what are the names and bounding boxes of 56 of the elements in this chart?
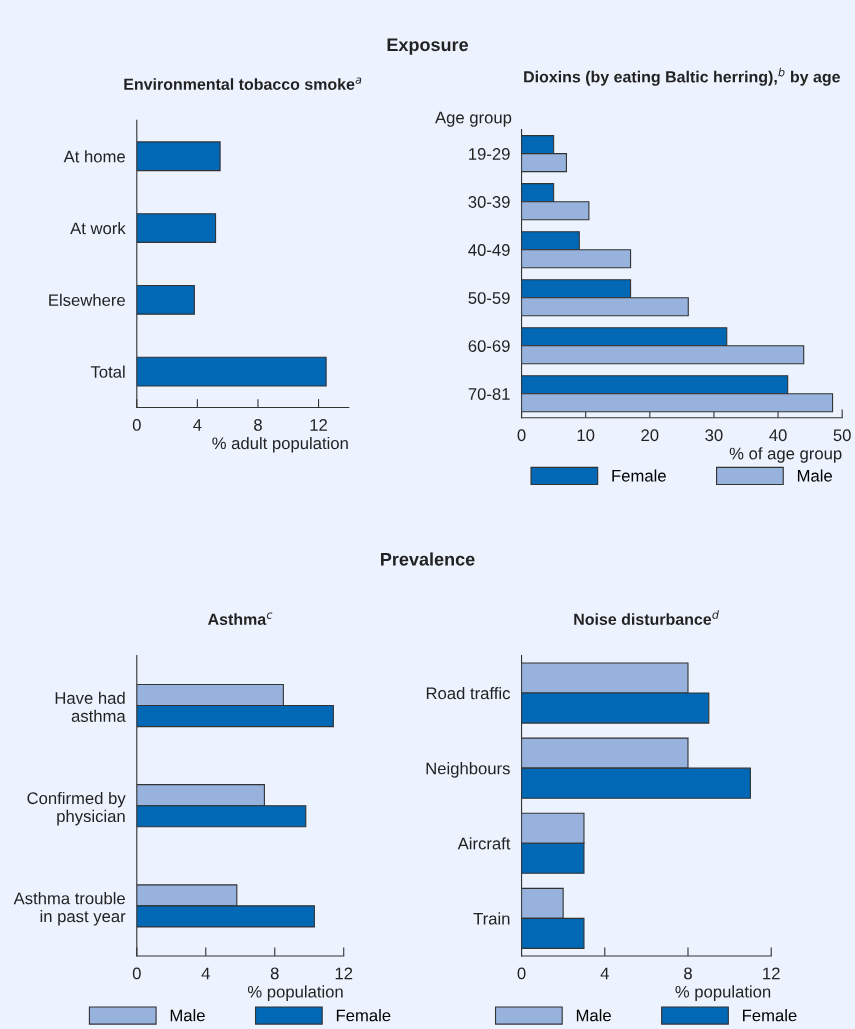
y-tick-label: Train: [473, 912, 510, 925]
x-tick-label: 0: [132, 967, 141, 980]
chart-title: Noise disturbance$^{d}$: [574, 610, 719, 625]
x-tick-label: 12: [310, 419, 327, 431]
bar: [136, 356, 327, 387]
x-tick-label: 0: [517, 967, 526, 980]
y-tick-label: Confirmed by physician: [27, 791, 126, 826]
chart-title: Asthma$^{c}$: [207, 612, 273, 625]
bar: [136, 284, 195, 315]
y-tick-label: At work: [70, 222, 126, 235]
y-tick-label: Neighbours: [426, 762, 510, 778]
x-tick-label: 4: [193, 419, 202, 431]
legend-label: Female: [336, 1009, 391, 1022]
bar: [136, 141, 221, 172]
y-tick-label: 40-49: [468, 244, 510, 256]
legend-label: Male: [170, 1009, 205, 1022]
y-tick-label: 60-69: [468, 340, 510, 352]
legend-label: Male: [797, 469, 832, 482]
x-tick-label: 4: [600, 967, 609, 980]
y-tick-label: Road traffic: [426, 686, 510, 700]
x-tick-label: 8: [270, 967, 279, 980]
x-tick-label: 50: [833, 429, 851, 442]
x-tick-label: 30: [705, 429, 723, 442]
text: Exposure: [387, 38, 469, 55]
y-tick-label: Asthma trouble in past year: [13, 892, 126, 926]
legend-label: Female: [612, 469, 666, 482]
bar: [136, 213, 217, 243]
y-tick-label: Total: [90, 365, 125, 378]
x-tick-label: 0: [132, 419, 141, 431]
x-tick-label: 8: [254, 419, 262, 431]
legend-label: Female: [743, 1009, 797, 1022]
chart-title: Environmental tobacco smoke$^{a}$: [124, 77, 362, 90]
text: Prevalence: [381, 552, 475, 566]
y-axis-title: Age group: [435, 111, 512, 127]
x-tick-label: 12: [763, 967, 780, 980]
x-axis-title: % of age group: [729, 447, 842, 463]
y-tick-label: Aircraft: [457, 837, 511, 850]
y-tick-label: 30-39: [468, 196, 510, 208]
y-tick-label: 19-29: [469, 148, 510, 160]
x-tick-label: 4: [201, 967, 210, 980]
y-tick-label: At home: [63, 150, 125, 163]
y-tick-label: Have had asthma: [55, 691, 126, 722]
chart-title: Dioxins (by eating Baltic herring),$^{b}$ by age: [524, 67, 840, 86]
x-tick-label: 0: [517, 429, 526, 442]
x-tick-label: 12: [335, 967, 353, 980]
x-axis-title: % adult population: [212, 436, 348, 453]
y-tick-label: Elsewhere: [49, 293, 125, 307]
x-axis-title: % population: [247, 985, 343, 1001]
x-tick-label: 40: [769, 429, 787, 442]
text: Male: [576, 1009, 611, 1022]
y-tick-label: 50-59: [468, 292, 510, 304]
x-tick-label: 20: [641, 429, 659, 442]
x-tick-label: 8: [684, 967, 692, 980]
x-axis-title: % population: [675, 985, 771, 1001]
y-tick-label: 70-81: [468, 388, 510, 400]
x-tick-label: 10: [577, 429, 595, 442]
